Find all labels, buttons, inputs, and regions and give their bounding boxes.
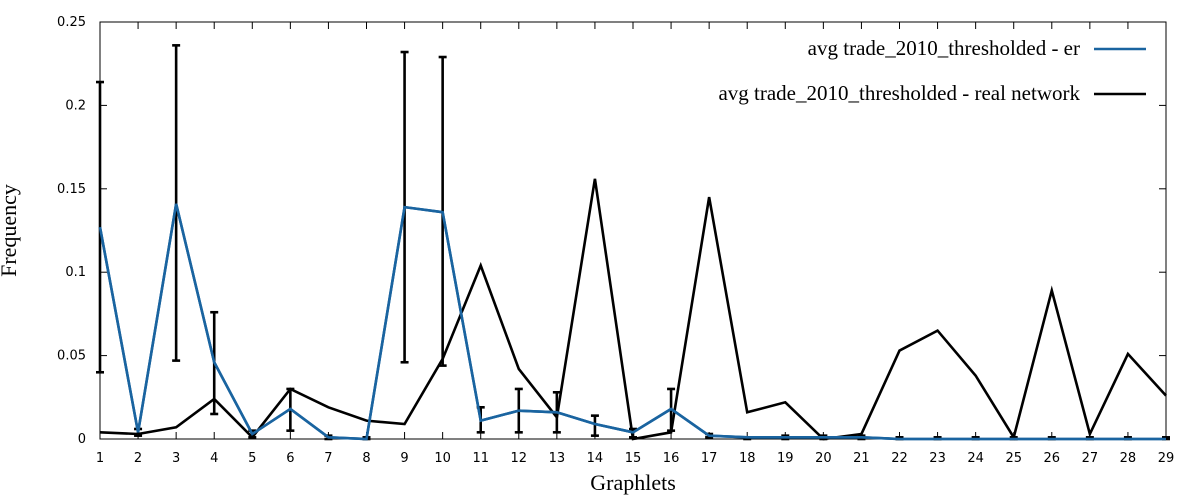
x-tick-label: 7 [324, 451, 332, 466]
series-layer [96, 44, 1170, 441]
x-tick-label: 27 [1082, 451, 1099, 466]
x-tick-label: 8 [362, 451, 370, 466]
line-real-network [99, 178, 1167, 441]
x-tick-label: 17 [701, 451, 718, 466]
legend-label-er: avg trade_2010_thresholded - er [808, 36, 1080, 60]
x-tick-label: 21 [853, 451, 870, 466]
legend: avg trade_2010_thresholded - er avg trad… [718, 36, 1146, 105]
y-tick-label: 0.25 [57, 15, 86, 30]
x-tick-label: 2 [134, 451, 142, 466]
x-tick-label: 5 [248, 451, 256, 466]
y-tick-label: 0.15 [57, 182, 86, 197]
x-tick-label: 14 [587, 451, 604, 466]
x-tick-label: 11 [472, 451, 489, 466]
x-tick-label: 13 [549, 451, 566, 466]
y-tick-label: 0.05 [57, 349, 86, 364]
x-tick-label: 22 [891, 451, 908, 466]
x-tick-label: 16 [663, 451, 680, 466]
y-tick-label: 0 [78, 432, 86, 447]
line-er [98, 203, 1166, 441]
x-tick-label: 1 [96, 451, 104, 466]
y-tick-label: 0.2 [65, 98, 86, 113]
x-tick-label: 9 [400, 451, 408, 466]
x-tick-label: 29 [1158, 451, 1175, 466]
x-tick-label: 4 [210, 451, 218, 466]
y-tick-label: 0.1 [65, 265, 86, 280]
x-tick-label: 15 [625, 451, 642, 466]
legend-label-real-network: avg trade_2010_thresholded - real networ… [718, 81, 1080, 105]
series-er [96, 44, 1170, 441]
series-real-network [99, 178, 1167, 441]
x-tick-label: 20 [815, 451, 832, 466]
x-tick-label: 25 [1005, 451, 1022, 466]
x-tick-label: 24 [967, 451, 984, 466]
x-tick-label: 6 [286, 451, 294, 466]
x-tick-label: 28 [1120, 451, 1137, 466]
x-tick-label: 26 [1044, 451, 1061, 466]
x-tick-label: 3 [172, 451, 180, 466]
line-er-overlay [98, 203, 1166, 441]
x-tick-label: 10 [434, 451, 451, 466]
x-axis-title: Graphlets [590, 470, 676, 495]
x-tick-label: 19 [777, 451, 794, 466]
x-tick-label: 12 [511, 451, 528, 466]
y-axis: 0 0.05 0.1 0.15 0.2 0.25 [57, 15, 1166, 447]
y-axis-title: Frequency [0, 184, 21, 277]
x-tick-label: 23 [929, 451, 946, 466]
x-tick-label: 18 [739, 451, 756, 466]
